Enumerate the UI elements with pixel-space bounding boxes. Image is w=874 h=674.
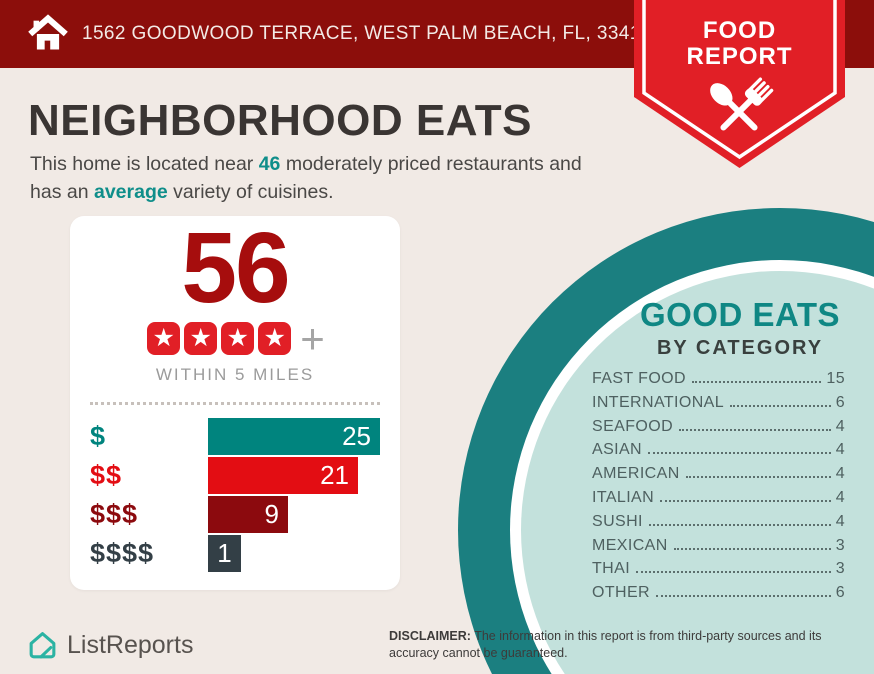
list-item: AMERICAN 4: [592, 465, 845, 483]
subtitle-line1: This home is located near 46 moderately …: [30, 153, 582, 175]
dotted-leader: [673, 547, 831, 550]
radius-label: WITHIN 5 MILES: [155, 365, 315, 384]
price-tier-bar-chart: $ 25 $$ 21 $$$ 9 $$$$ 1: [70, 418, 400, 572]
dotted-leader: [648, 523, 831, 526]
price-tier-label: $$: [90, 460, 123, 490]
price-tier-label: $$$: [90, 499, 139, 529]
price-bar-value: 1: [217, 538, 232, 568]
disclaimer: DISCLAIMER: The information in this repo…: [389, 628, 867, 661]
price-bar-row: $$$ 9: [90, 496, 380, 533]
price-bar: 1: [208, 535, 241, 572]
page-title: NEIGHBORHOOD EATS: [28, 96, 532, 145]
price-bar-row: $$ 21: [90, 457, 380, 494]
restaurant-count: 46: [258, 153, 281, 175]
category-list: FAST FOOD 15 INTERNATIONAL 6 SEAFOOD 4 ASIA…: [592, 370, 845, 609]
star-rating: ★ ★ ★ ★ +: [70, 314, 400, 362]
dotted-divider: [90, 402, 380, 405]
star-icon: ★: [147, 322, 181, 355]
dotted-leader: [691, 381, 822, 383]
good-eats-header: GOOD EATS BY CATEGORY: [570, 296, 874, 360]
list-item: ASIAN 4: [592, 441, 845, 459]
plus-icon: +: [300, 314, 325, 362]
badge-title-line2: REPORT: [686, 43, 793, 70]
price-bar-row: $$$$ 1: [90, 535, 380, 572]
disclaimer-label: DISCLAIMER:: [389, 629, 471, 643]
price-bar-value: 21: [320, 460, 349, 490]
list-item: FAST FOOD 15: [592, 370, 845, 387]
summary-card: 56 ★ ★ ★ ★ + WITHIN 5 MILES $ 25 $$ 21: [70, 216, 400, 590]
list-item: ITALIAN 4: [592, 488, 845, 506]
list-item: INTERNATIONAL 6: [592, 393, 845, 411]
dotted-leader: [730, 404, 831, 407]
list-item: OTHER 6: [592, 584, 845, 602]
spoon-fork-icon: [710, 77, 774, 131]
price-bar: 25: [207, 418, 380, 455]
badge-title-line1: FOOD: [702, 17, 777, 44]
price-tier-label: $$$$: [90, 538, 155, 568]
total-restaurant-count: 56: [181, 212, 290, 324]
food-report-badge: FOOD REPORT: [634, 0, 845, 170]
dotted-leader: [648, 452, 831, 455]
dotted-leader: [656, 595, 831, 598]
list-item: SEAFOOD 4: [592, 417, 845, 435]
star-icon: ★: [221, 322, 255, 355]
star-icon: ★: [184, 322, 218, 355]
subtitle-line2: has an average variety of cuisines.: [30, 180, 334, 203]
listreports-logo: ListReports: [26, 629, 193, 662]
property-address: 1562 GOODWOOD TERRACE, WEST PALM BEACH, …: [82, 23, 652, 44]
home-icon: [28, 14, 68, 50]
price-tier-label: $: [90, 421, 107, 451]
price-bar: 21: [208, 457, 358, 494]
dotted-leader: [636, 571, 831, 574]
listreports-house-icon: [29, 632, 56, 659]
list-item: SUSHI 4: [592, 512, 845, 530]
logo-text: ListReports: [67, 631, 194, 659]
price-bar-value: 25: [342, 421, 371, 451]
good-eats-title: GOOD EATS: [639, 296, 841, 333]
dotted-leader: [685, 476, 831, 479]
good-eats-subtitle: BY CATEGORY: [656, 337, 824, 359]
disclaimer-text: The information in this report is from t…: [389, 629, 822, 660]
price-bar-row: $ 25: [90, 418, 380, 455]
variety-highlight: average: [93, 180, 168, 203]
page-subtitle: This home is located near 46 moderately …: [30, 151, 582, 206]
dotted-leader: [660, 499, 831, 502]
price-bar: 9: [208, 496, 288, 533]
price-bar-value: 9: [264, 499, 279, 529]
list-item: THAI 3: [592, 560, 845, 578]
dotted-leader: [679, 428, 831, 431]
star-icon: ★: [258, 322, 292, 355]
list-item: MEXICAN 3: [592, 536, 845, 554]
